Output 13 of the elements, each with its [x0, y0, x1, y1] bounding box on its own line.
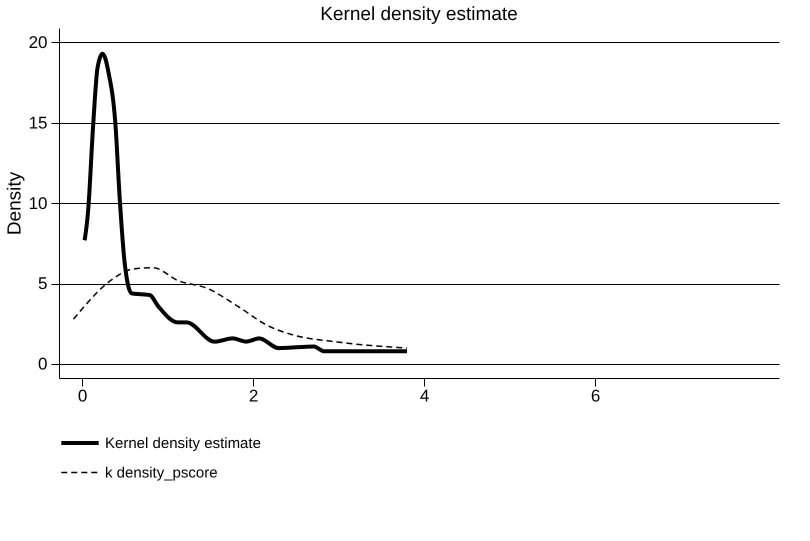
legend-label: Kernel density estimate: [105, 435, 261, 452]
chart-title: Kernel density estimate: [320, 4, 518, 25]
y-axis-title: Density: [4, 171, 26, 236]
y-tick-label: 15: [28, 113, 48, 132]
y-tick-label: 10: [28, 194, 48, 213]
y-tick-label: 0: [38, 354, 48, 374]
y-tick-label: 20: [28, 32, 48, 52]
x-tick-label: 4: [420, 386, 430, 406]
y-tick-label: 5: [38, 274, 48, 294]
x-tick-label: 6: [590, 386, 600, 406]
legend-label: k density_pscore: [105, 464, 218, 482]
x-tick-label: 2: [248, 386, 258, 406]
x-tick-label: 0: [78, 386, 88, 406]
